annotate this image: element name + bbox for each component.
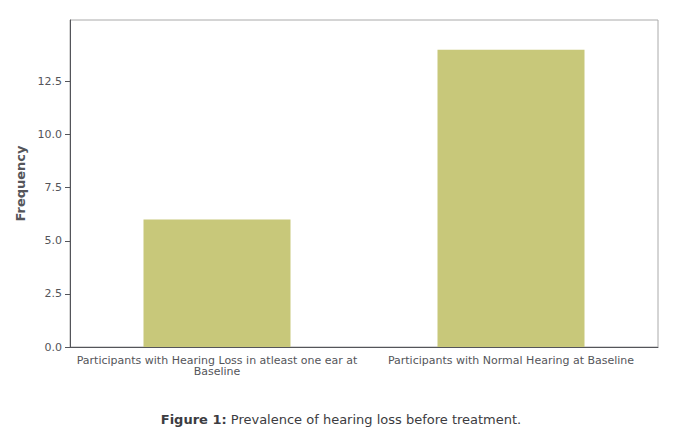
- svg-text:Participants with Hearing Loss: Participants with Hearing Loss in atleas…: [76, 354, 358, 367]
- svg-text:Figure 1:: Figure 1:: [161, 412, 227, 427]
- svg-text:5.0: 5.0: [45, 234, 63, 247]
- svg-text:12.5: 12.5: [38, 75, 63, 88]
- svg-text:Frequency: Frequency: [13, 145, 28, 222]
- svg-text:10.0: 10.0: [38, 128, 63, 141]
- svg-text:7.5: 7.5: [45, 181, 63, 194]
- svg-text:Prevalence of hearing loss bef: Prevalence of hearing loss before treatm…: [227, 412, 522, 427]
- svg-text:Baseline: Baseline: [194, 365, 241, 378]
- svg-text:2.5: 2.5: [45, 287, 63, 300]
- svg-text:Participants with Normal Heari: Participants with Normal Hearing at Base…: [388, 354, 634, 367]
- svg-text:0.0: 0.0: [45, 341, 63, 354]
